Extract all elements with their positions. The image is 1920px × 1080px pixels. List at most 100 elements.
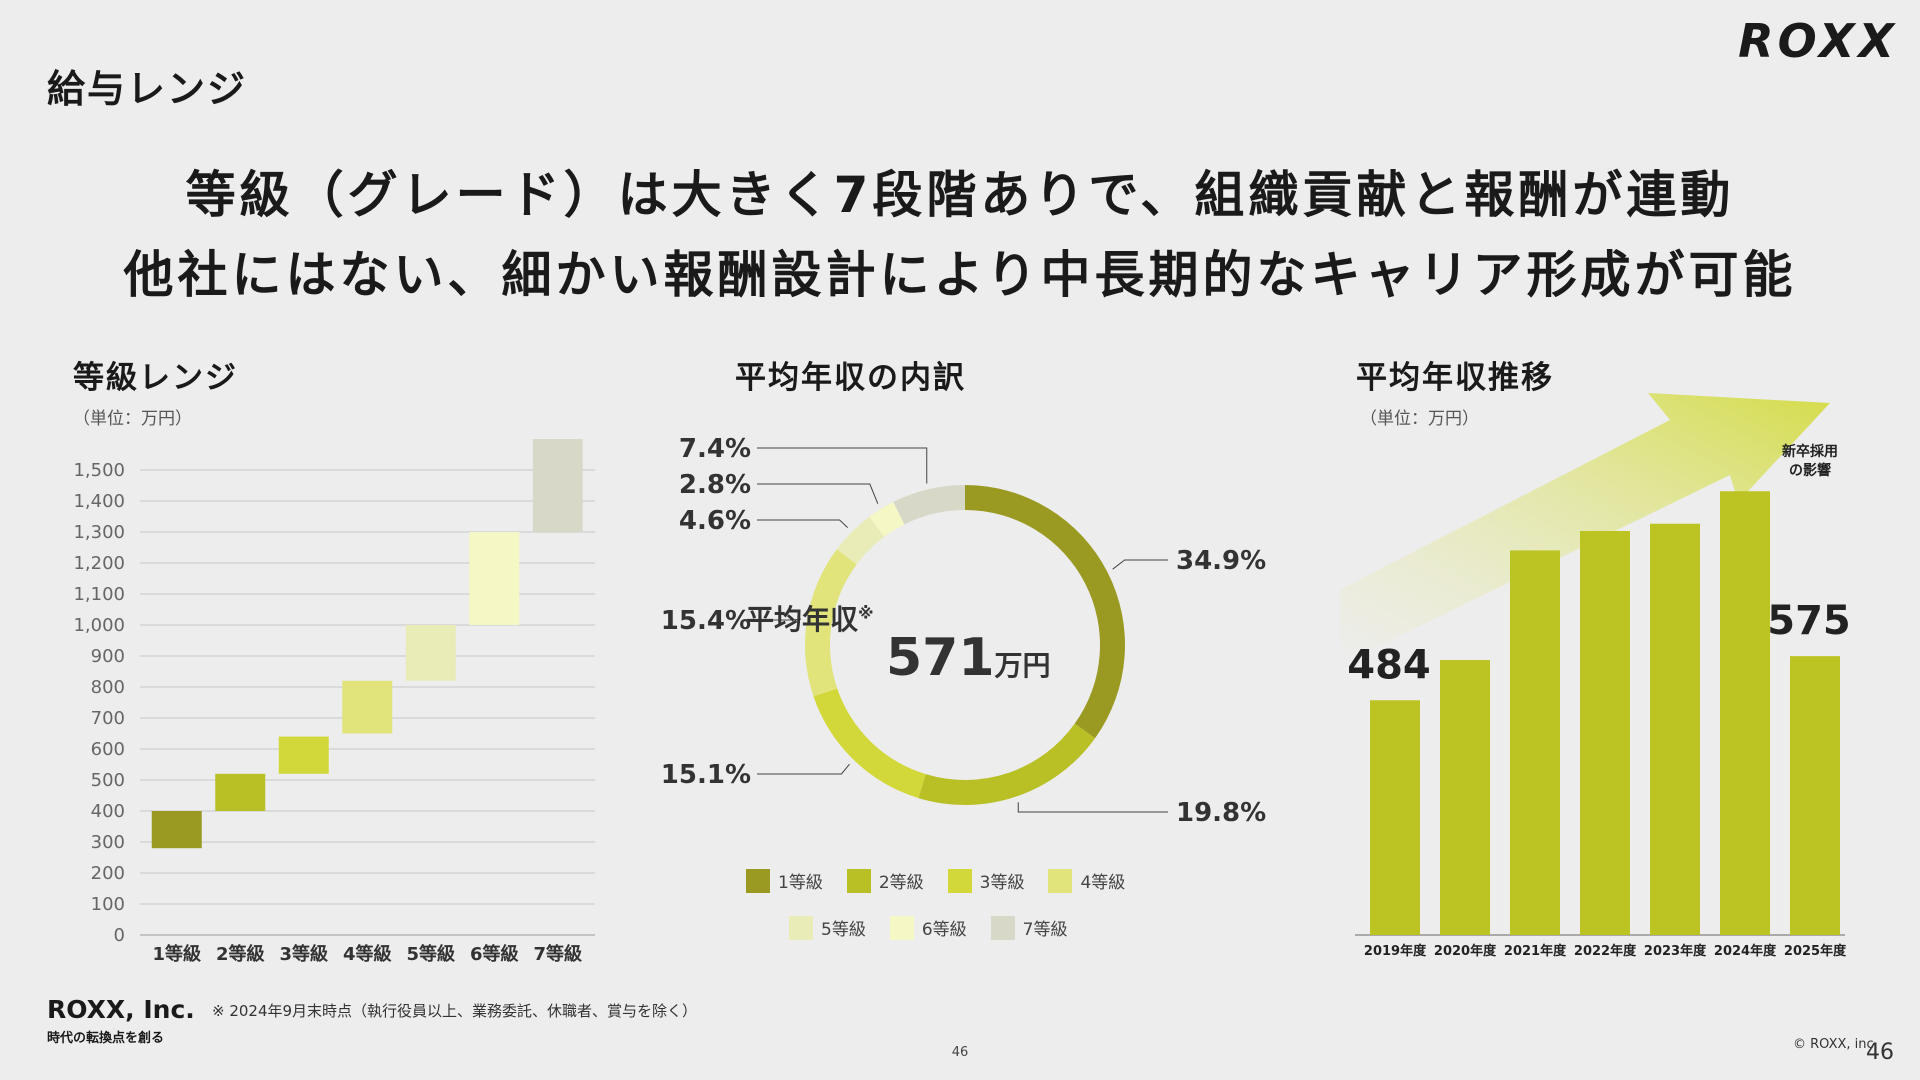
legend-label: 1等級 xyxy=(778,873,823,893)
x-tick-label: 2025年度 xyxy=(1784,943,1847,959)
y-tick-label: 1,200 xyxy=(73,553,125,574)
x-tick-label: 2024年度 xyxy=(1714,943,1777,959)
y-tick-label: 1,400 xyxy=(73,491,125,512)
donut-slice xyxy=(893,485,965,525)
legend-swatch xyxy=(789,915,813,940)
income-trend-chart: 2019年度 484 2020年度 2021年度 2022年度 2023年度 2024年度 2… xyxy=(1340,393,1851,959)
headline-line-1: 等級（グレード）は大きく7段階ありで、組織貢献と報酬が連動 xyxy=(185,166,1735,224)
legend-label: 7等級 xyxy=(1022,920,1068,940)
section-title: 給与レンジ xyxy=(47,67,248,111)
range-bar xyxy=(342,680,393,734)
trend-bar xyxy=(1650,523,1700,935)
footer-page-number: 46 xyxy=(1866,1040,1894,1065)
donut-center-unit: 万円 xyxy=(994,649,1051,682)
legend-item: 6等級 xyxy=(889,915,967,940)
donut-center-value: 571万円 xyxy=(886,628,1051,688)
legend-swatch xyxy=(1048,868,1073,893)
legend-label: 6等級 xyxy=(921,920,967,940)
legend-swatch xyxy=(846,868,871,893)
roxx-logo: ROXX xyxy=(1738,14,1898,68)
y-tick-label: 100 xyxy=(91,894,125,915)
legend-item: 5等級 xyxy=(789,915,866,940)
legend-swatch xyxy=(990,915,1015,940)
range-bar xyxy=(469,532,520,625)
x-tick-label: 5等級 xyxy=(406,943,455,965)
slice-value-label: 15.4% xyxy=(661,606,751,636)
donut-slice xyxy=(805,549,857,697)
slice-value-label: 34.9% xyxy=(1176,546,1266,576)
footer-note: ※ 2024年9月末時点（執行役員以上、業務委託、休職者、賞与を除く） xyxy=(212,1002,698,1020)
leader-line xyxy=(757,519,848,528)
y-tick-label: 500 xyxy=(91,770,125,791)
legend-label: 2等級 xyxy=(878,873,924,893)
income-breakdown-title: 平均年収の内訳 xyxy=(735,360,966,396)
trend-bar xyxy=(1440,660,1490,935)
income-breakdown-donut: 34.9% 19.8% 15.1% 15.4% 4.6% 2.8% 7.4% xyxy=(661,434,1266,828)
donut-slice xyxy=(836,516,885,565)
legend-swatch xyxy=(889,915,914,940)
range-bar xyxy=(278,736,329,774)
range-bar xyxy=(532,439,583,532)
leader-line xyxy=(757,483,879,504)
donut-slice xyxy=(965,485,1125,739)
legend-item: 4等級 xyxy=(1048,868,1125,893)
leader-line xyxy=(757,618,802,621)
y-tick-label: 200 xyxy=(91,863,125,884)
x-tick-label: 2019年度 xyxy=(1364,943,1427,959)
legend-item: 3等級 xyxy=(947,868,1025,893)
slice-value-label: 19.8% xyxy=(1176,798,1266,828)
legend-label: 3等級 xyxy=(979,873,1025,893)
x-tick-label: 6等級 xyxy=(470,943,519,965)
grade-range-chart: 0 100 200 300 400 500 600 700 800 900 1,000 1,100 1,… xyxy=(73,439,595,965)
x-tick-label: 2021年度 xyxy=(1504,943,1567,959)
donut-slice xyxy=(869,501,905,537)
bar-value-label: 484 xyxy=(1347,642,1431,688)
x-tick-label: 4等級 xyxy=(343,943,392,965)
legend-label: 4等級 xyxy=(1080,873,1126,893)
footer-company: ROXX, Inc. xyxy=(47,995,195,1024)
y-tick-label: 400 xyxy=(91,801,125,822)
range-bar xyxy=(151,811,202,849)
leader-line xyxy=(1017,802,1168,813)
x-tick-label: 2等級 xyxy=(216,943,265,965)
y-tick-label: 300 xyxy=(91,832,125,853)
x-tick-label: 2020年度 xyxy=(1434,943,1497,959)
footer-page-center: 46 xyxy=(951,1045,969,1060)
x-tick-label: 7等級 xyxy=(533,943,582,965)
y-tick-label: 600 xyxy=(91,739,125,760)
slice-value-label: 15.1% xyxy=(661,760,751,790)
legend-item: 2等級 xyxy=(846,868,924,893)
leader-line xyxy=(1112,559,1168,570)
headline-line-2: 他社にはない、細かい報酬設計により中長期的なキャリア形成が可能 xyxy=(123,246,1797,304)
y-tick-label: 1,000 xyxy=(73,615,125,636)
x-tick-label: 3等級 xyxy=(279,943,328,965)
legend-swatch xyxy=(746,868,770,893)
trend-bar xyxy=(1720,491,1770,935)
range-bar xyxy=(405,625,456,681)
trend-bar xyxy=(1370,700,1420,935)
legend-swatch xyxy=(947,868,972,893)
grade-range-title: 等級レンジ xyxy=(73,360,238,396)
y-tick-label: 800 xyxy=(91,677,125,698)
bar-annotation: 新卒採用 xyxy=(1782,443,1838,460)
donut-center-label: 平均年収※ xyxy=(746,603,874,636)
leader-line xyxy=(757,763,850,775)
y-tick-label: 1,500 xyxy=(73,460,125,481)
trend-bar xyxy=(1790,656,1840,935)
donut-center-mark: ※ xyxy=(858,603,874,623)
footer-copyright: © ROXX, inc. xyxy=(1793,1037,1878,1052)
slice-value-label: 2.8% xyxy=(679,470,751,500)
legend-item: 1等級 xyxy=(746,868,823,893)
x-tick-label: 2022年度 xyxy=(1574,943,1637,959)
donut-legend-row-1: 1等級 2等級 3等級 4等級 xyxy=(746,868,1125,893)
income-trend-unit: （単位：万円） xyxy=(1360,409,1479,429)
y-tick-label: 0 xyxy=(114,925,125,946)
legend-item: 7等級 xyxy=(990,915,1068,940)
trend-arrow xyxy=(1340,393,1830,660)
y-tick-label: 900 xyxy=(91,646,125,667)
range-bar xyxy=(215,773,266,811)
trend-bar xyxy=(1510,550,1560,935)
y-tick-label: 1,300 xyxy=(73,522,125,543)
footer-tagline: 時代の転換点を創る xyxy=(47,1031,165,1046)
bar-value-label: 575 xyxy=(1767,598,1851,644)
